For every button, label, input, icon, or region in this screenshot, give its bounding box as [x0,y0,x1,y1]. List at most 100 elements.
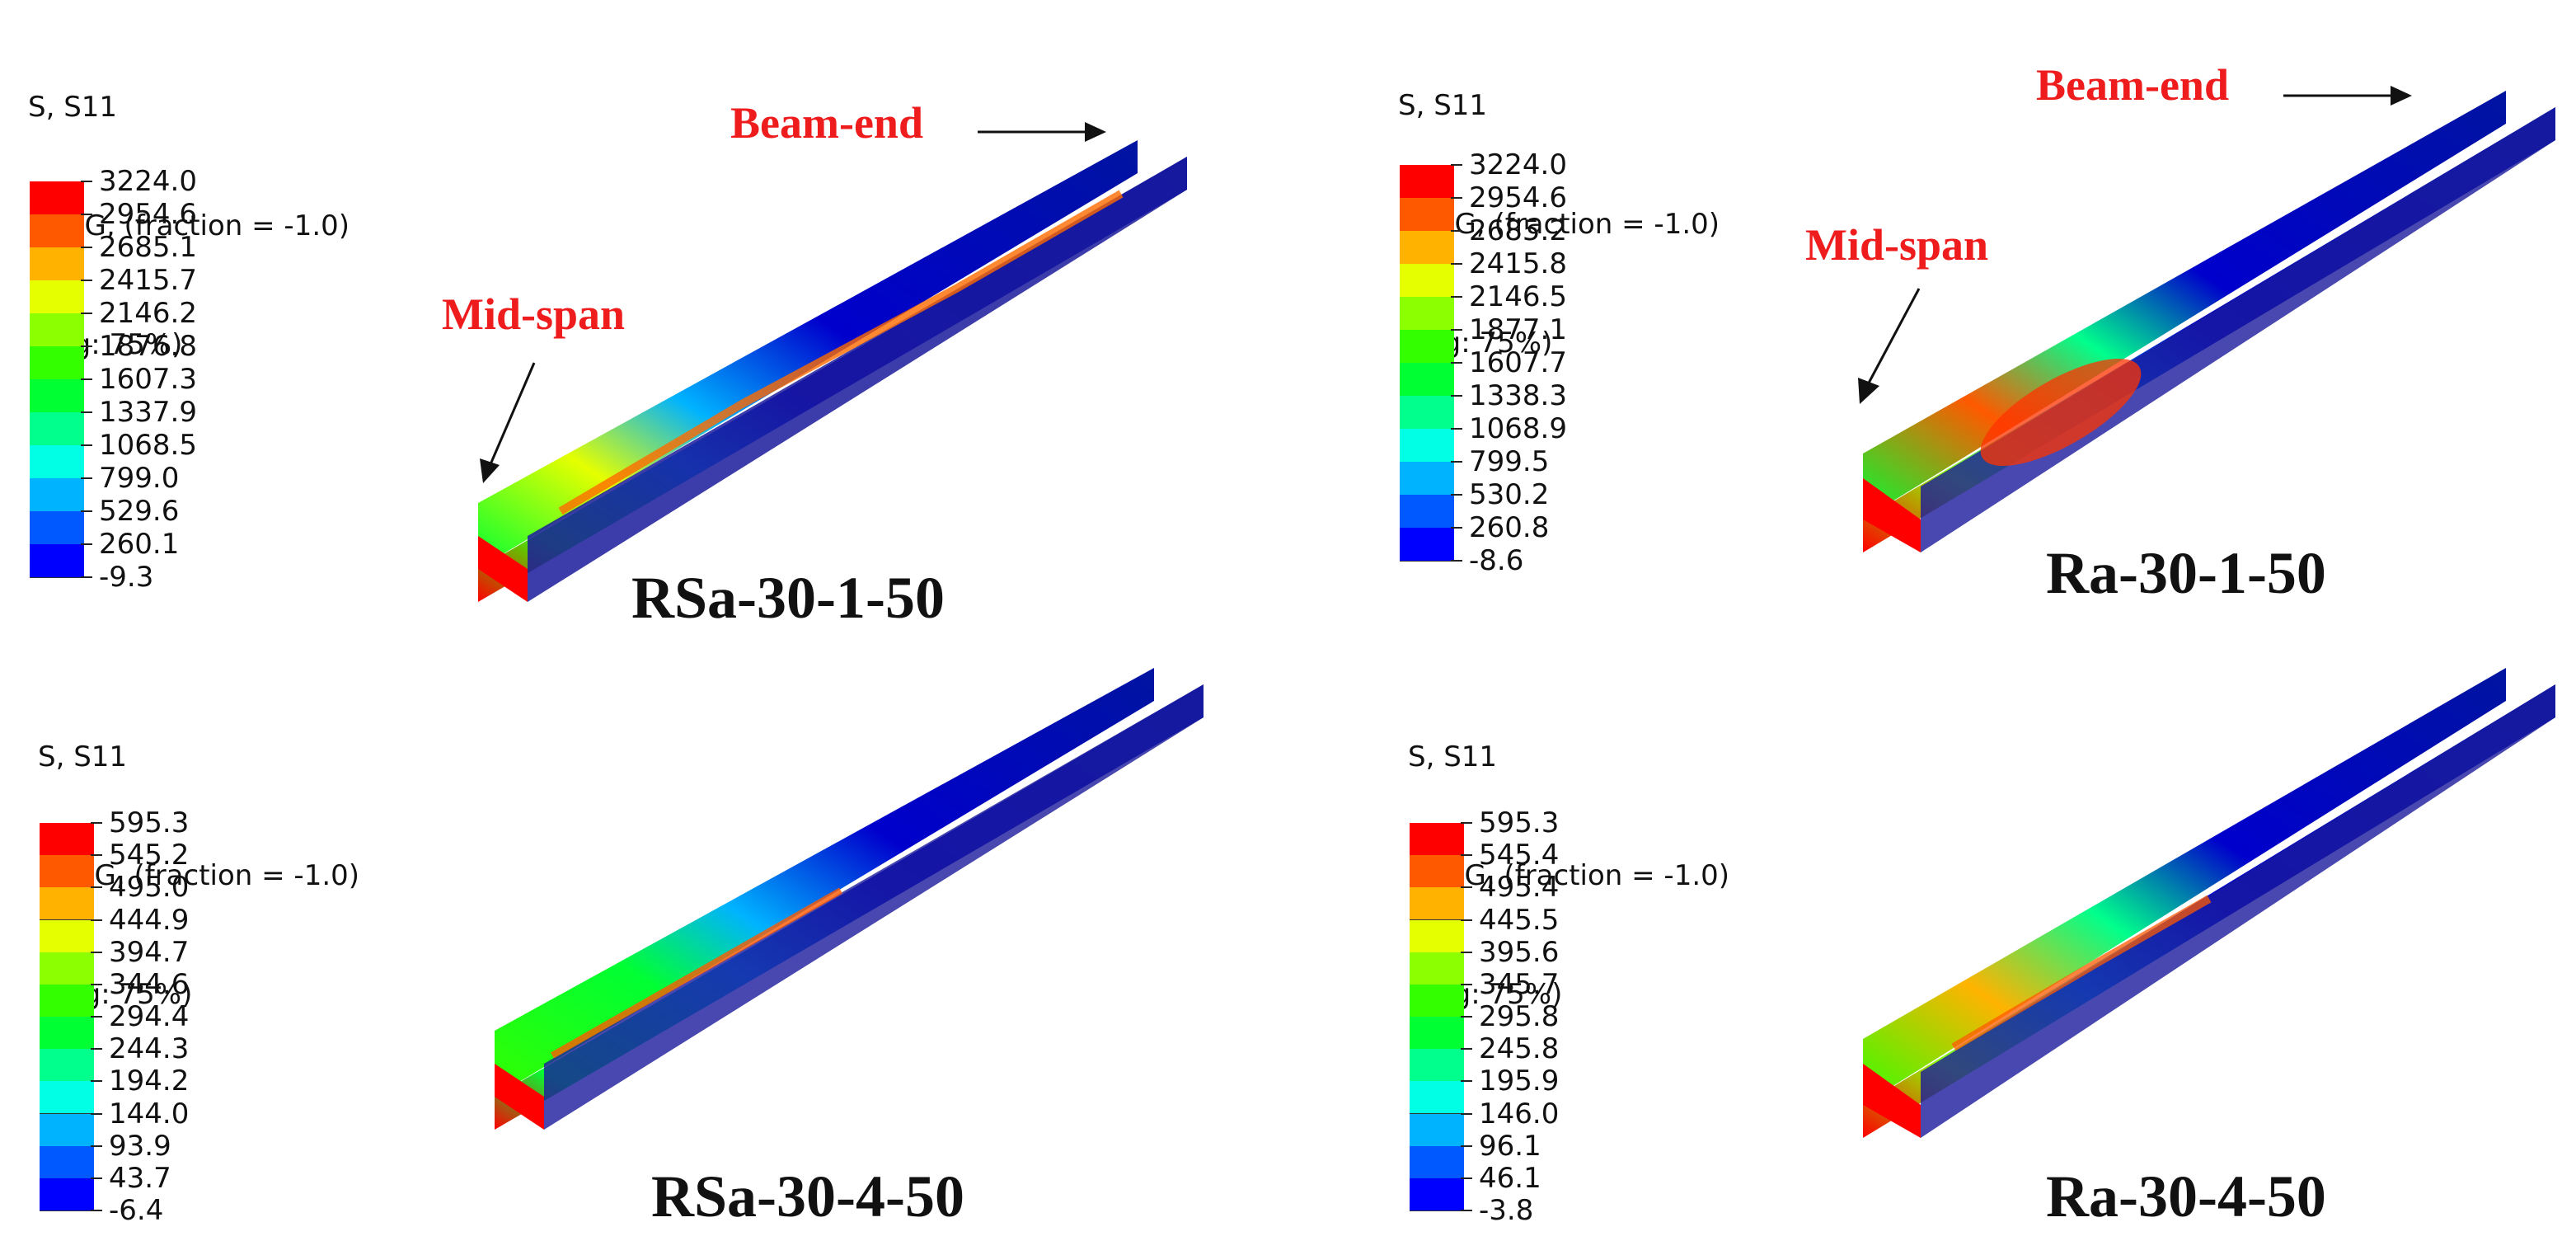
legend-tick [81,477,92,479]
legend-value: 2685.2 [1469,214,1567,247]
legend-variable: S, S11 [28,91,118,124]
beam-flange-back [1863,668,2506,1105]
legend-swatch [30,181,84,215]
legend-value: 294.4 [109,1000,190,1033]
legend-tick [1461,1145,1472,1147]
legend-value: -3.8 [1479,1194,1534,1227]
legend-swatch [1410,1145,1464,1179]
legend-swatch [30,280,84,314]
legend-tick [1461,1177,1472,1179]
legend-value: 495.0 [109,871,190,905]
legend-swatch [1400,198,1454,232]
legend-value: 1068.9 [1469,412,1567,445]
legend-swatch [1410,952,1464,985]
legend-tick [1451,263,1462,265]
mid-span-arrow [480,362,536,483]
legend-tick [1451,197,1462,199]
legend-tick [1461,1112,1472,1115]
legend-variable: S, S11 [1408,740,1498,773]
legend-value: 799.5 [1469,445,1550,478]
legend-tick [81,543,92,545]
mid-span-label: Mid-span [1805,220,1989,270]
legend-value: 260.1 [99,528,180,561]
legend-variable: S, S11 [38,740,128,773]
legend-swatch [40,855,94,889]
legend-value: 2954.6 [99,198,197,231]
legend-tick [1461,1210,1472,1211]
mid-span-label: Mid-span [442,289,626,339]
legend-swatch [1410,919,1464,953]
model-caption: Ra-30-4-50 [2046,1163,2326,1229]
legend-swatch [1410,823,1464,857]
legend-value: 345.7 [1479,967,1560,1001]
legend-value: 1337.9 [99,396,197,429]
beam-contour-model [478,140,1187,602]
legend-value: 146.0 [1479,1097,1560,1130]
beam-end-section [1863,1064,1921,1138]
legend-tick [81,247,92,248]
legend-value: 1607.3 [99,363,197,396]
panel-rsa-30-1-50: S, S11 SNEG, (fraction = -1.0) (Avg: 75%… [0,0,1286,635]
legend-swatch [40,823,94,857]
legend-swatch [1400,297,1454,331]
legend-tick [1451,362,1462,364]
legend-option: SNEG, (fraction = -1.0) [28,209,350,242]
legend-swatch [1410,1113,1464,1147]
legend-value: 195.9 [1479,1065,1560,1098]
legend-swatch [30,313,84,347]
legend-value: 46.1 [1479,1161,1541,1195]
legend-value: 3224.0 [99,165,197,198]
legend-value: 445.5 [1479,903,1560,937]
model-caption: Ra-30-1-50 [2046,540,2326,606]
legend-tick [81,214,92,215]
legend-value: 260.8 [1469,511,1550,544]
beam-contour-model [1863,91,2555,552]
beam-contour-model [1863,668,2555,1138]
legend-value: 1068.5 [99,429,197,462]
legend-value: 529.6 [99,495,180,528]
legend-swatch [40,1113,94,1147]
beam-end-label: Beam-end [730,98,923,148]
legend-swatch [40,1017,94,1051]
legend-swatch [1400,330,1454,364]
color-legend: 3224.0 2954.6 2685.2 2415.8 2146.5 1877.1 1607… [1400,151,1647,575]
model-caption: RSa-30-4-50 [651,1163,964,1229]
model-caption: RSa-30-1-50 [631,565,945,631]
legend-value: 43.7 [109,1161,171,1195]
beam-end-section [478,536,528,602]
legend-tick [81,510,92,512]
legend-variable: S, S11 [1398,89,1488,122]
mid-span-arrow [1858,288,1921,404]
legend-tick [1451,395,1462,397]
legend-tick [1451,164,1462,166]
legend-swatch [1410,984,1464,1018]
legend-value: 595.3 [109,806,190,839]
legend-swatch [30,412,84,446]
legend-tick [1451,560,1462,562]
legend-value: 2415.7 [99,264,197,297]
legend-tick [1461,886,1472,889]
legend-tick [1451,527,1462,529]
legend-value: 3224.0 [1469,148,1567,181]
panel-ra-30-1-50: S, S11 SNEG, (fraction = -1.0) (Avg: 75%… [1368,0,2576,635]
legend-tick [81,378,92,380]
legend-tick [1461,951,1472,953]
legend-tick [1451,296,1462,298]
beam-flange-front [1921,684,2555,1138]
legend-swatch [30,478,84,512]
legend-value: 595.3 [1479,806,1560,839]
legend-swatch [1400,363,1454,397]
legend-value: 2685.1 [99,231,197,264]
legend-swatch [30,511,84,545]
legend-swatch [1410,1177,1464,1211]
legend-tick [81,280,92,281]
legend-tick [1451,461,1462,463]
beam-flange-front [544,684,1204,1130]
legend-swatch [1410,1049,1464,1083]
color-legend: 3224.0 2954.6 2685.1 2415.7 2146.2 1876.8 1607… [30,167,277,591]
legend-value: 2954.6 [1469,181,1567,214]
legend-value: 530.2 [1469,478,1550,511]
legend-tick [1451,428,1462,430]
legend-swatch [30,544,84,578]
legend-swatch [1400,462,1454,496]
